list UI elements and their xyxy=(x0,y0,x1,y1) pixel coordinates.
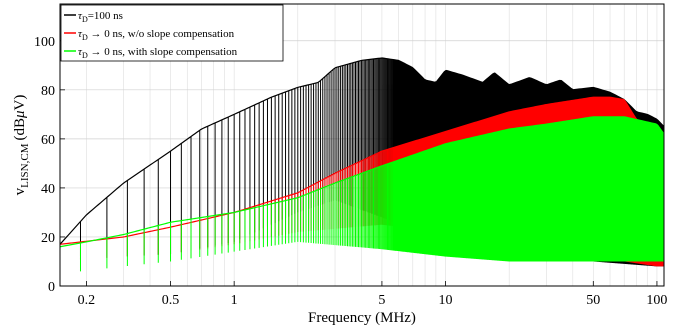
y-tick-label: 80 xyxy=(41,84,55,99)
x-tick-label: 1 xyxy=(231,293,238,308)
x-tick-label: 5 xyxy=(378,293,385,308)
y-axis-title-subscript: LISN,CM xyxy=(19,143,31,188)
legend: τD=100 ns τD → 0 ns, w/o slope compensat… xyxy=(60,4,284,62)
y-axis-title-unit-symbol: μ xyxy=(12,110,28,119)
legend-label-black: τD=100 ns xyxy=(78,10,123,24)
y-axis-title: vLISN,CM (dBμV) xyxy=(12,95,31,196)
legend-label-black-post: =100 ns xyxy=(88,10,123,22)
legend-label-green-sub: D xyxy=(82,51,88,60)
series-tau-0-with-slope xyxy=(60,116,664,272)
legend-label-red-post: → 0 ns, w/o slope compensation xyxy=(88,28,235,40)
series-group xyxy=(60,57,664,272)
legend-label-black-pre: τ xyxy=(78,10,83,22)
y-axis-title-unit-end: V) xyxy=(12,95,28,111)
legend-label-red: τD → 0 ns, w/o slope compensation xyxy=(78,28,235,42)
y-tick-label: 60 xyxy=(41,133,55,148)
legend-label-green-post: → 0 ns, with slope compensation xyxy=(88,46,238,58)
x-tick-label: 0.5 xyxy=(162,293,180,308)
x-axis-title: Frequency (MHz) xyxy=(308,310,416,326)
x-tick-label: 50 xyxy=(586,293,600,308)
legend-entry-black: τD=100 ns xyxy=(64,10,123,24)
legend-label-red-pre: τ xyxy=(78,28,83,40)
x-tick-label: 0.2 xyxy=(78,293,96,308)
legend-box xyxy=(60,4,284,62)
plot-frame xyxy=(59,3,665,287)
series-peak-envelope xyxy=(60,57,664,245)
legend-entry-red: τD → 0 ns, w/o slope compensation xyxy=(64,28,235,42)
x-tick-label: 100 xyxy=(646,293,667,308)
legend-label-red-sub: D xyxy=(82,33,88,42)
y-tick-label: 0 xyxy=(48,280,55,295)
y-tick-label: 20 xyxy=(41,231,55,246)
legend-label-green-pre: τ xyxy=(78,46,83,58)
series-peak-envelope xyxy=(60,96,664,245)
series-spikes xyxy=(79,116,664,272)
y-axis-title-main: v xyxy=(12,187,28,195)
y-tick-label: 40 xyxy=(41,182,55,197)
legend-entry-green: τD → 0 ns, with slope compensation xyxy=(64,46,238,60)
legend-label-green: τD → 0 ns, with slope compensation xyxy=(78,46,238,60)
x-tick-label: 10 xyxy=(439,293,453,308)
legend-label-black-sub: D xyxy=(82,15,88,24)
y-tick-label: 100 xyxy=(34,35,55,50)
series-peak-envelope xyxy=(60,116,664,248)
y-axis-title-unit: (dB xyxy=(12,118,28,141)
